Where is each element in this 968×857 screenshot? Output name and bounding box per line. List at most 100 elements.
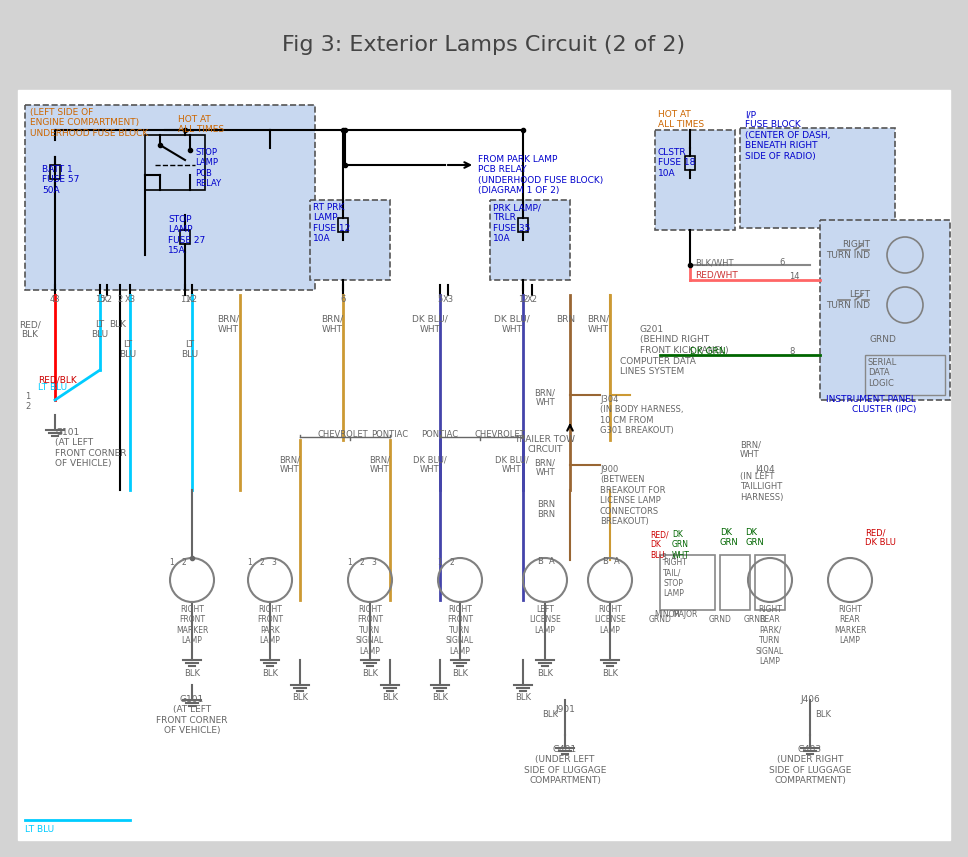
- Text: 2: 2: [259, 558, 264, 567]
- Text: PRK LAMP/
TRLR
FUSE 35
10A: PRK LAMP/ TRLR FUSE 35 10A: [493, 203, 541, 243]
- Text: 2: 2: [182, 558, 187, 567]
- Text: HOT AT
ALL TIMES: HOT AT ALL TIMES: [658, 110, 704, 129]
- Text: BLK: BLK: [382, 693, 398, 702]
- Text: BRN: BRN: [537, 500, 555, 509]
- Text: RED/
DK BLU: RED/ DK BLU: [865, 528, 895, 548]
- Bar: [820, 220, 950, 400]
- Text: I/P
FUSE BLOCK
(CENTER OF DASH,
BENEATH RIGHT
SIDE OF RADIO): I/P FUSE BLOCK (CENTER OF DASH, BENEATH …: [745, 110, 831, 160]
- Bar: [720, 555, 750, 610]
- Text: TRAILER TOW
CIRCUIT: TRAILER TOW CIRCUIT: [515, 435, 576, 454]
- Text: PONTIAC: PONTIAC: [372, 430, 408, 439]
- Text: BRN/
WHT: BRN/ WHT: [587, 315, 609, 334]
- Text: (LEFT SIDE OF
ENGINE COMPARTMENT)
UNDERHOOD FUSE BLOCK: (LEFT SIDE OF ENGINE COMPARTMENT) UNDERH…: [30, 108, 148, 138]
- Bar: [490, 200, 570, 280]
- Text: 11: 11: [180, 295, 191, 304]
- Bar: [180, 230, 190, 244]
- Text: DK
GRN
WHT: DK GRN WHT: [672, 530, 690, 560]
- Text: G403
(UNDER RIGHT
SIDE OF LUGGAGE
COMPARTMENT): G403 (UNDER RIGHT SIDE OF LUGGAGE COMPAR…: [769, 745, 851, 785]
- Text: G201
(BEHIND RIGHT
FRONT KICK PANEL): G201 (BEHIND RIGHT FRONT KICK PANEL): [640, 325, 729, 355]
- Text: BLK: BLK: [537, 669, 553, 678]
- Text: BLK/WHT: BLK/WHT: [695, 258, 734, 267]
- Text: J304
(IN BODY HARNESS,
10 CM FROM
G301 BREAKOUT): J304 (IN BODY HARNESS, 10 CM FROM G301 B…: [600, 395, 683, 435]
- Text: 2: 2: [360, 558, 364, 567]
- Text: A: A: [549, 557, 555, 566]
- Text: B: B: [537, 557, 543, 566]
- Text: STOP
LAMP
FUSE 27
15A: STOP LAMP FUSE 27 15A: [168, 215, 205, 255]
- Text: BRN: BRN: [557, 315, 576, 324]
- Text: 6: 6: [341, 295, 346, 304]
- Text: GRND: GRND: [709, 615, 732, 624]
- Text: 8: 8: [790, 347, 795, 356]
- Text: BRN/
WHT: BRN/ WHT: [280, 455, 300, 475]
- Text: BATT 1
FUSE 57
50A: BATT 1 FUSE 57 50A: [42, 165, 79, 195]
- Text: LEFT
LICENSE
LAMP: LEFT LICENSE LAMP: [529, 605, 560, 635]
- Bar: [865, 355, 945, 395]
- Text: G401
(UNDER LEFT
SIDE OF LUGGAGE
COMPARTMENT): G401 (UNDER LEFT SIDE OF LUGGAGE COMPART…: [524, 745, 606, 785]
- Text: RIGHT
LICENSE
LAMP: RIGHT LICENSE LAMP: [594, 605, 626, 635]
- Text: BLK: BLK: [292, 693, 308, 702]
- Text: BLK: BLK: [602, 669, 618, 678]
- Text: 15: 15: [95, 295, 106, 304]
- Text: LT
BLU: LT BLU: [119, 340, 136, 359]
- Text: BRN: BRN: [537, 510, 555, 519]
- Text: SERIAL
DATA
LOGIC: SERIAL DATA LOGIC: [868, 358, 897, 388]
- Text: BLK: BLK: [542, 710, 558, 719]
- Text: DK BLU/
WHT: DK BLU/ WHT: [495, 455, 529, 475]
- Bar: [655, 130, 735, 230]
- Text: GRND: GRND: [743, 615, 767, 624]
- Text: INSTRUMENT PANEL
CLUSTER (IPC): INSTRUMENT PANEL CLUSTER (IPC): [826, 395, 916, 415]
- Text: 1: 1: [169, 558, 174, 567]
- Text: STOP
LAMP
PCB
RELAY: STOP LAMP PCB RELAY: [195, 148, 221, 189]
- Text: BRN/
WHT: BRN/ WHT: [534, 388, 555, 407]
- Text: FROM PARK LAMP
PCB RELAY
(UNDERHOOD FUSE BLOCK)
(DIAGRAM 1 OF 2): FROM PARK LAMP PCB RELAY (UNDERHOOD FUSE…: [478, 155, 603, 195]
- Text: GRND: GRND: [649, 615, 672, 624]
- Text: BLK: BLK: [515, 693, 531, 702]
- Text: 3: 3: [372, 558, 377, 567]
- Text: BLK: BLK: [109, 320, 127, 329]
- Text: BLK: BLK: [432, 693, 448, 702]
- Bar: [685, 156, 695, 170]
- Text: X2: X2: [187, 295, 197, 304]
- Text: 3: 3: [272, 558, 277, 567]
- Text: DK GRN: DK GRN: [690, 347, 726, 356]
- Text: MAJOR: MAJOR: [672, 610, 697, 619]
- Text: LEFT
TURN IND: LEFT TURN IND: [826, 291, 870, 309]
- Text: RIGHT
TAIL/
STOP
LAMP: RIGHT TAIL/ STOP LAMP: [663, 558, 687, 598]
- Text: J901: J901: [555, 705, 575, 714]
- Bar: [755, 555, 785, 610]
- Text: RIGHT
FRONT
MARKER
LAMP: RIGHT FRONT MARKER LAMP: [176, 605, 208, 645]
- Text: BRN/
WHT: BRN/ WHT: [370, 455, 390, 475]
- Text: RIGHT
REAR
PARK/
TURN
SIGNAL
LAMP: RIGHT REAR PARK/ TURN SIGNAL LAMP: [756, 605, 784, 666]
- Text: A: A: [614, 557, 620, 566]
- Text: RED/BLK: RED/BLK: [38, 375, 76, 384]
- Bar: [18, 90, 950, 840]
- Text: 6: 6: [779, 258, 785, 267]
- Text: 3  4: 3 4: [662, 553, 677, 562]
- Bar: [740, 128, 895, 228]
- Text: X3: X3: [442, 295, 454, 304]
- Text: MINOR: MINOR: [654, 610, 680, 619]
- Text: 1: 1: [438, 558, 442, 567]
- Text: X2: X2: [102, 295, 112, 304]
- Text: LT
BLU: LT BLU: [91, 320, 108, 339]
- Bar: [145, 135, 205, 190]
- Text: 5: 5: [438, 295, 442, 304]
- Text: 43: 43: [49, 295, 60, 304]
- Text: G101
(AT LEFT
FRONT CORNER
OF VEHICLE): G101 (AT LEFT FRONT CORNER OF VEHICLE): [55, 428, 127, 468]
- Text: LT
BLU: LT BLU: [181, 340, 198, 359]
- Text: BLK: BLK: [815, 710, 831, 719]
- Text: RT PRK
LAMP
FUSE 12
10A: RT PRK LAMP FUSE 12 10A: [313, 203, 350, 243]
- Text: 14: 14: [790, 272, 800, 281]
- Bar: [310, 200, 390, 280]
- Text: RIGHT
REAR
MARKER
LAMP: RIGHT REAR MARKER LAMP: [833, 605, 866, 645]
- Text: BRN/
WHT: BRN/ WHT: [534, 458, 555, 477]
- Text: BRN/
WHT: BRN/ WHT: [321, 315, 343, 334]
- Text: RIGHT
FRONT
PARK
LAMP: RIGHT FRONT PARK LAMP: [257, 605, 283, 645]
- Text: 2: 2: [449, 558, 454, 567]
- Text: BLK: BLK: [452, 669, 468, 678]
- Text: 1: 1: [25, 392, 30, 401]
- Bar: [660, 555, 715, 610]
- Bar: [338, 218, 348, 232]
- Text: BLK: BLK: [184, 669, 200, 678]
- Text: DK BLU/
WHT: DK BLU/ WHT: [412, 315, 448, 334]
